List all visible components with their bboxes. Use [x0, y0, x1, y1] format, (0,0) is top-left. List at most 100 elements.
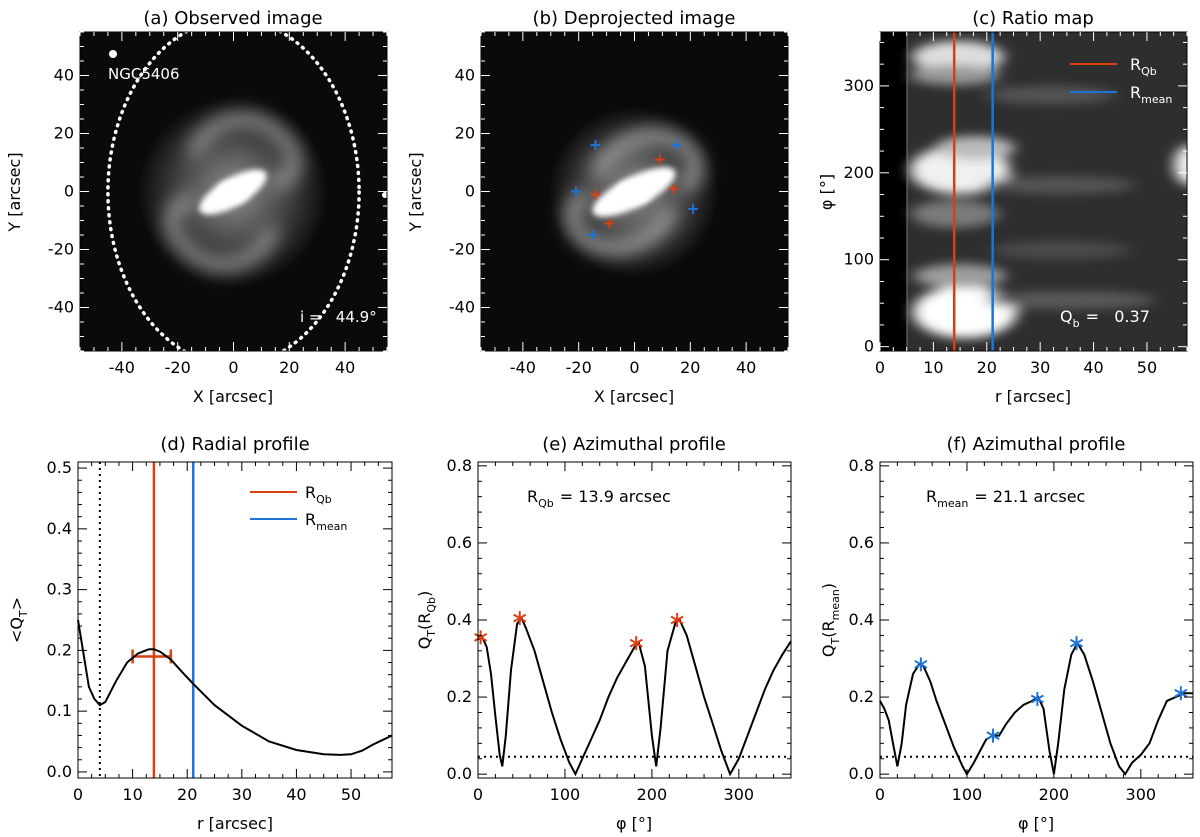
y-tick-label: -20: [48, 240, 74, 259]
y-tick-label: -40: [449, 298, 475, 317]
panel-b-axes: -40 -20 0 20 40 -40 -20 0 20 40: [449, 31, 789, 377]
y-tick-label: 0.0: [447, 764, 472, 783]
plus-marker: [671, 140, 682, 151]
panel-c-title: (c) Ratio map: [972, 8, 1094, 29]
panel-b-title: (b) Deprojected image: [533, 8, 736, 29]
asterisk-stroke: [670, 615, 684, 625]
panel-f-xlabel: φ [°]: [1018, 814, 1054, 833]
x-tick-label: 0: [629, 358, 639, 377]
profile-line: [879, 641, 1193, 777]
x-tick-label: 100: [952, 785, 983, 804]
y-tick-label: 0.8: [849, 456, 874, 475]
panel-e-ylabel: QT(RQb): [415, 591, 438, 650]
asterisk-stroke: [914, 659, 928, 669]
panel-c-axes: 0 10 20 30 40 50 0 100 200 300: [843, 32, 1188, 377]
panel-a-xlabel: X [arcsec]: [193, 387, 273, 406]
y-tick-label: 0.3: [47, 580, 72, 599]
y-tick-label: 0: [465, 182, 475, 201]
asterisk-marker: [986, 728, 1000, 743]
asterisk-stroke: [474, 632, 488, 642]
galaxy-label: NGC5406: [108, 65, 180, 83]
x-tick-label: 40: [1083, 358, 1103, 377]
plus-marker: [688, 203, 699, 214]
y-tick-label: 40: [455, 66, 475, 85]
panel-c-xlabel: r [arcsec]: [995, 387, 1071, 406]
x-tick-label: 20: [279, 358, 299, 377]
legend-rmean-label: Rmean: [1130, 83, 1172, 106]
panel-e-title: (e) Azimuthal profile: [542, 434, 726, 455]
x-tick-label: 0: [228, 358, 238, 377]
panel-e-xlabel: φ [°]: [616, 814, 652, 833]
panel-a: NGC5406 i = 44.9° -40 -20 0 20 40 -40 -20 0 20 40…: [5, 8, 388, 406]
panel-d-title: (d) Radial profile: [160, 434, 309, 455]
error-bar: [131, 649, 173, 664]
panel-c-ylabel: φ [°]: [817, 174, 836, 210]
y-tick-label: 0.5: [47, 458, 72, 477]
x-tick-label: -40: [510, 358, 536, 377]
panel-c-legend: RQb Rmean: [1070, 55, 1172, 106]
panel-e: RQb = 13.9 arcsec 0 100 200 3000.00.20.40.60…: [415, 434, 792, 833]
panel-f-ylabel: QT(Rmean): [819, 583, 842, 657]
panel-d: RQb Rmean 0 10 20 30 40 500.00.10.20.30.40.5 …: [7, 434, 393, 833]
y-tick-label: 300: [843, 76, 874, 95]
asterisk-stroke: [1030, 694, 1044, 704]
panel-f-title: (f) Azimuthal profile: [947, 434, 1126, 455]
asterisk-marker: [629, 636, 643, 651]
y-tick-label: 0.0: [47, 762, 72, 781]
panel-f-axes: 0 100 200 300 0.0 0.2 0.4 0.6 0.8: [849, 456, 1194, 804]
asterisk-stroke: [986, 731, 1000, 740]
asterisk-marker: [1030, 692, 1044, 706]
asterisk-marker: [670, 613, 684, 627]
x-tick-label: 0: [473, 785, 483, 804]
x-tick-label: 20: [680, 358, 700, 377]
y-tick-label: 0.2: [849, 687, 874, 706]
x-tick-label: 20: [177, 785, 197, 804]
panel-d-ylabel: <QT>: [7, 597, 30, 643]
y-tick-label: 0.2: [47, 640, 72, 659]
y-tick-label: 0: [864, 337, 874, 356]
plus-marker: [654, 154, 665, 165]
y-tick-label: 100: [843, 250, 874, 269]
inclination-ellipse: [106, 17, 361, 367]
profile-line: [77, 619, 393, 756]
x-tick-label: 10: [122, 785, 142, 804]
inclination-label: i = 44.9°: [300, 308, 377, 326]
panel-a-title: (a) Observed image: [143, 8, 322, 29]
x-tick-label: 20: [977, 358, 997, 377]
panel-f-plot: [879, 636, 1193, 777]
asterisk-marker: [474, 630, 488, 645]
legend-rmean-label: Rmean: [305, 510, 347, 533]
legend-rqb-label: RQb: [1130, 55, 1157, 78]
y-tick-label: 0.6: [447, 533, 472, 552]
y-tick-label: 40: [54, 66, 74, 85]
asterisk-marker: [1069, 636, 1084, 651]
plus-marker: [590, 189, 601, 200]
panel-a-ylabel: Y [arcsec]: [5, 152, 24, 232]
x-tick-label: 50: [1137, 358, 1157, 377]
y-tick-label: 0.0: [849, 764, 874, 783]
panel-f-rmean-annotation: Rmean = 21.1 arcsec: [926, 487, 1085, 510]
asterisk-marker: [1174, 686, 1188, 701]
x-tick-label: -20: [165, 358, 191, 377]
y-tick-label: 0.4: [447, 610, 472, 629]
x-tick-label: 100: [550, 785, 581, 804]
asterisk-stroke: [1069, 638, 1084, 648]
x-tick-label: 50: [341, 785, 361, 804]
panel-d-plot: [77, 462, 393, 778]
asterisk-stroke: [513, 613, 527, 623]
y-tick-label: 0.1: [47, 701, 72, 720]
y-tick-label: 0.4: [47, 519, 72, 538]
panel-e-axes: 0 100 200 300 0.0 0.2 0.4 0.6 0.8: [447, 456, 792, 804]
panel-d-xlabel: r [arcsec]: [197, 814, 273, 833]
y-tick-label: 200: [843, 163, 874, 182]
asterisk-stroke: [629, 638, 643, 648]
x-tick-label: 30: [232, 785, 252, 804]
y-tick-label: 0: [64, 182, 74, 201]
x-tick-label: 200: [1039, 785, 1070, 804]
legend-rqb-label: RQb: [305, 483, 332, 506]
panel-e-rqb-annotation: RQb = 13.9 arcsec: [527, 487, 671, 510]
panel-b-xlabel: X [arcsec]: [594, 387, 674, 406]
plus-marker: [590, 140, 601, 151]
y-tick-label: 0.6: [849, 533, 874, 552]
